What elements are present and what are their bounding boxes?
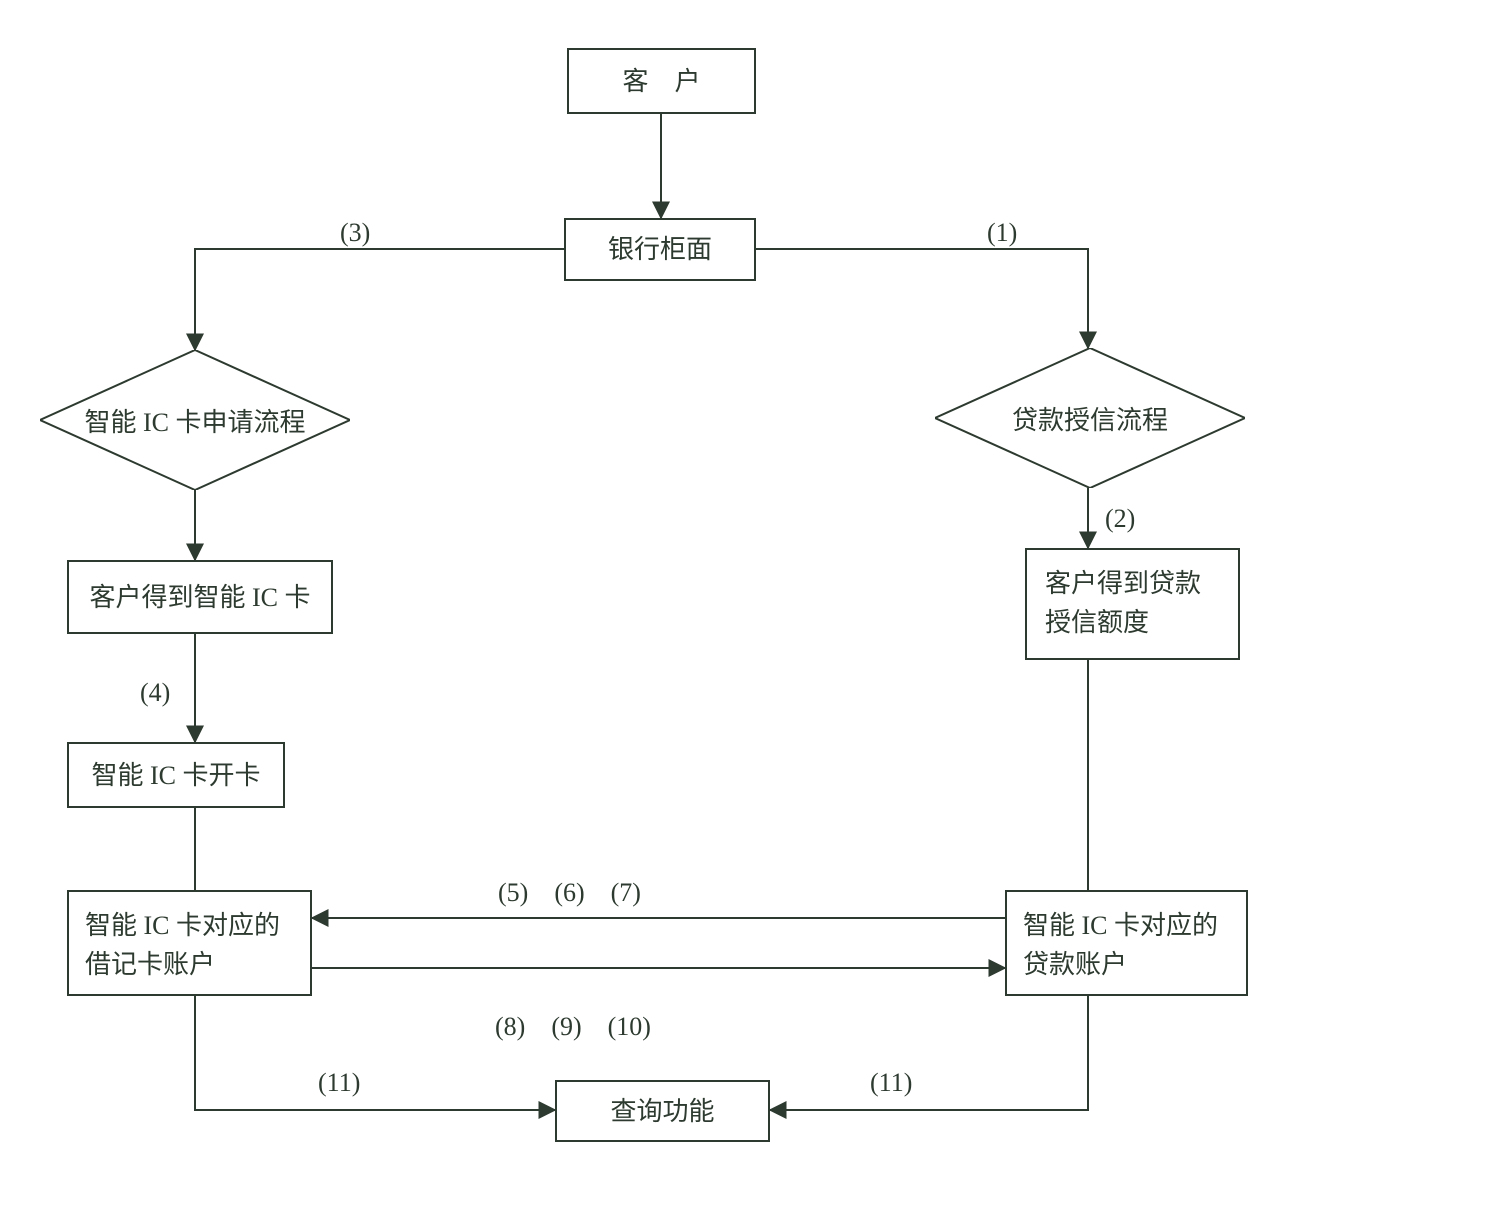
node-label: 智能 IC 卡申请流程: [84, 402, 305, 439]
edge-label-4: (4): [140, 678, 170, 708]
node-customer: 客 户: [567, 48, 756, 114]
node-bank-counter: 银行柜面: [564, 218, 756, 281]
node-label: 智能 IC 卡开卡: [91, 756, 260, 795]
node-get-credit: 客户得到贷款授信额度: [1025, 548, 1240, 660]
node-label: 贷款授信流程: [1012, 400, 1168, 437]
flowchart-canvas: 客 户 银行柜面 客户得到智能 IC 卡 客户得到贷款授信额度 智能 IC 卡开…: [0, 0, 1503, 1222]
node-label: 客户得到贷款授信额度: [1045, 564, 1220, 642]
edge-label-3: (3): [340, 218, 370, 248]
node-loan-account: 智能 IC 卡对应的贷款账户: [1005, 890, 1248, 996]
node-query: 查询功能: [555, 1080, 770, 1142]
node-ic-apply: 智能 IC 卡申请流程: [40, 350, 350, 490]
node-debit-account: 智能 IC 卡对应的借记卡账户: [67, 890, 312, 996]
node-label: 客户得到智能 IC 卡: [89, 578, 310, 617]
node-label: 智能 IC 卡对应的贷款账户: [1023, 906, 1230, 984]
edge-label-567: (5) (6) (7): [498, 872, 641, 909]
edge-label-890: (8) (9) (10): [495, 1006, 651, 1043]
edge-label-11-left: (11): [318, 1068, 360, 1098]
node-ic-open: 智能 IC 卡开卡: [67, 742, 285, 808]
node-loan-credit: 贷款授信流程: [935, 348, 1245, 488]
edge: [770, 996, 1088, 1110]
edge-label-11-right: (11): [870, 1068, 912, 1098]
edge-label-2: (2): [1105, 504, 1135, 534]
edge: [756, 249, 1088, 348]
node-label: 客 户: [622, 62, 700, 101]
node-label: 查询功能: [610, 1092, 714, 1131]
node-label: 银行柜面: [608, 230, 712, 269]
node-get-ic: 客户得到智能 IC 卡: [67, 560, 333, 634]
edge: [195, 249, 564, 350]
node-label: 智能 IC 卡对应的借记卡账户: [85, 906, 294, 984]
edge-label-1: (1): [987, 218, 1017, 248]
